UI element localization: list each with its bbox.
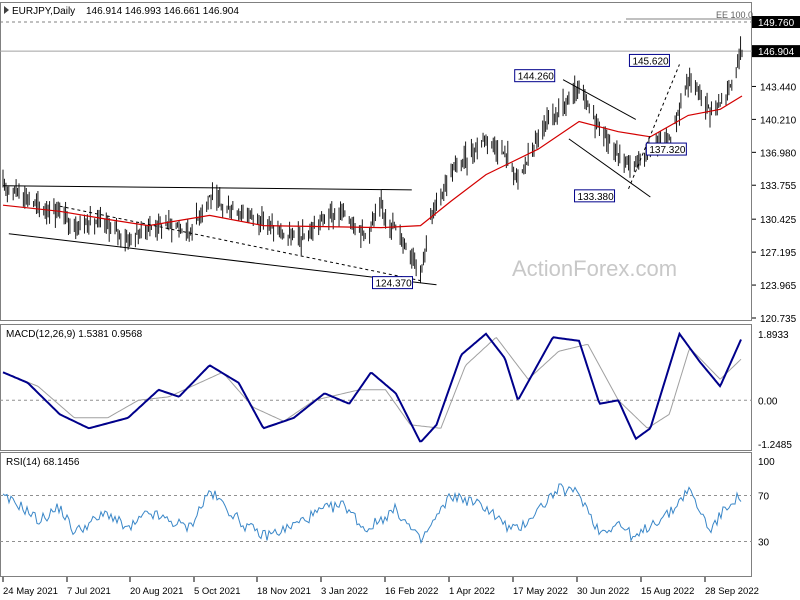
y-tick-label: 127.195: [760, 248, 797, 259]
rsi-y-tick-label: 30: [758, 538, 770, 549]
y-tick-label: 136.980: [760, 148, 797, 159]
macd-y-tick-label: 1.8933: [758, 330, 789, 341]
x-tick-label: 28 Sep 2022: [705, 586, 759, 597]
symbol-timeframe: EURJPY,Daily: [12, 6, 75, 17]
rsi-line: [2, 483, 742, 545]
y-tick-label: 120.735: [760, 314, 797, 325]
last-price-tag: [752, 45, 800, 58]
rsi-y-tick-label: 70: [758, 492, 770, 503]
x-tick-label: 17 May 2022: [513, 586, 568, 597]
annotation-label: 124.370: [376, 279, 413, 290]
macd-panel-frame: [0, 324, 752, 451]
watermark: ActionForex.com: [512, 256, 677, 281]
y-tick-label: 140.210: [760, 115, 797, 126]
x-tick-label: 1 Apr 2022: [449, 586, 495, 597]
trendline: [562, 79, 637, 120]
annotation-label: 137.320: [649, 145, 686, 156]
macd-panel: MACD(12,26,9) 1.5381 0.9568 1.8933 0.00 -1.…: [0, 329, 792, 451]
rsi-panel-frame: [0, 452, 752, 577]
x-tick-label: 16 Feb 2022: [385, 586, 438, 597]
x-tick-label: 15 Aug 2022: [641, 586, 694, 597]
annotation-label: 133.380: [578, 192, 615, 203]
x-tick-label: 30 Jun 2022: [577, 586, 629, 597]
y-tick-label: 130.425: [760, 215, 797, 226]
level-price-label: 149.760: [758, 18, 795, 29]
rsi-y-tick-label: 100: [758, 457, 775, 468]
trendline: [59, 205, 421, 282]
y-tick-label: 133.755: [760, 181, 797, 192]
y-tick-label: 146.904: [758, 47, 795, 58]
annotation-box: [372, 276, 414, 290]
y-axis: 146.904 143.440 140.210 136.980 133.755 130.4…: [752, 16, 800, 325]
price-panel-frame: [0, 2, 752, 321]
macd-y-tick-label: 0.00: [758, 396, 778, 407]
x-axis: 24 May 2021 7 Jul 2021 20 Aug 2021 5 Oct 20…: [2, 577, 759, 597]
chart-header: EURJPY,Daily 146.914 146.993 146.661 146…: [4, 6, 239, 17]
y-tick-label: 143.440: [760, 82, 797, 93]
rsi-panel: RSI(14) 68.1456 100 70 30: [0, 457, 775, 549]
annotation-box: [574, 189, 616, 203]
level-line-label: EE 100.0: [716, 10, 753, 20]
rsi-title: RSI(14) 68.1456: [6, 457, 80, 468]
macd-line: [2, 331, 742, 443]
ohlc-values: 146.914 146.993 146.661 146.904: [86, 6, 239, 17]
annotation-box: [514, 69, 556, 83]
chart-header-arrow-icon: [4, 6, 9, 14]
trendline: [2, 185, 412, 191]
x-tick-label: 24 May 2021: [3, 586, 58, 597]
annotation-label: 144.260: [518, 72, 555, 83]
x-tick-label: 5 Oct 2021: [194, 586, 240, 597]
trendline: [568, 138, 651, 198]
macd-title: MACD(12,26,9) 1.5381 0.9568: [6, 329, 143, 340]
y-tick-label: 123.965: [760, 281, 797, 292]
level-price-tag: [752, 16, 800, 28]
x-tick-label: 3 Jan 2022: [321, 586, 368, 597]
x-tick-label: 20 Aug 2021: [130, 586, 183, 597]
annotation-box: [645, 142, 687, 156]
annotation-box: [628, 53, 670, 67]
macd-y-tick-label: -1.2485: [758, 440, 792, 451]
x-tick-label: 18 Nov 2021: [257, 586, 311, 597]
annotation-label: 145.620: [632, 56, 669, 67]
trendline: [628, 64, 680, 190]
x-tick-label: 7 Jul 2021: [67, 586, 111, 597]
price-panel: EE 100.0 144.260 145.620 133.380 137.320 124.…: [0, 10, 753, 290]
trendline: [8, 233, 437, 286]
moving-average-line: [2, 95, 743, 229]
